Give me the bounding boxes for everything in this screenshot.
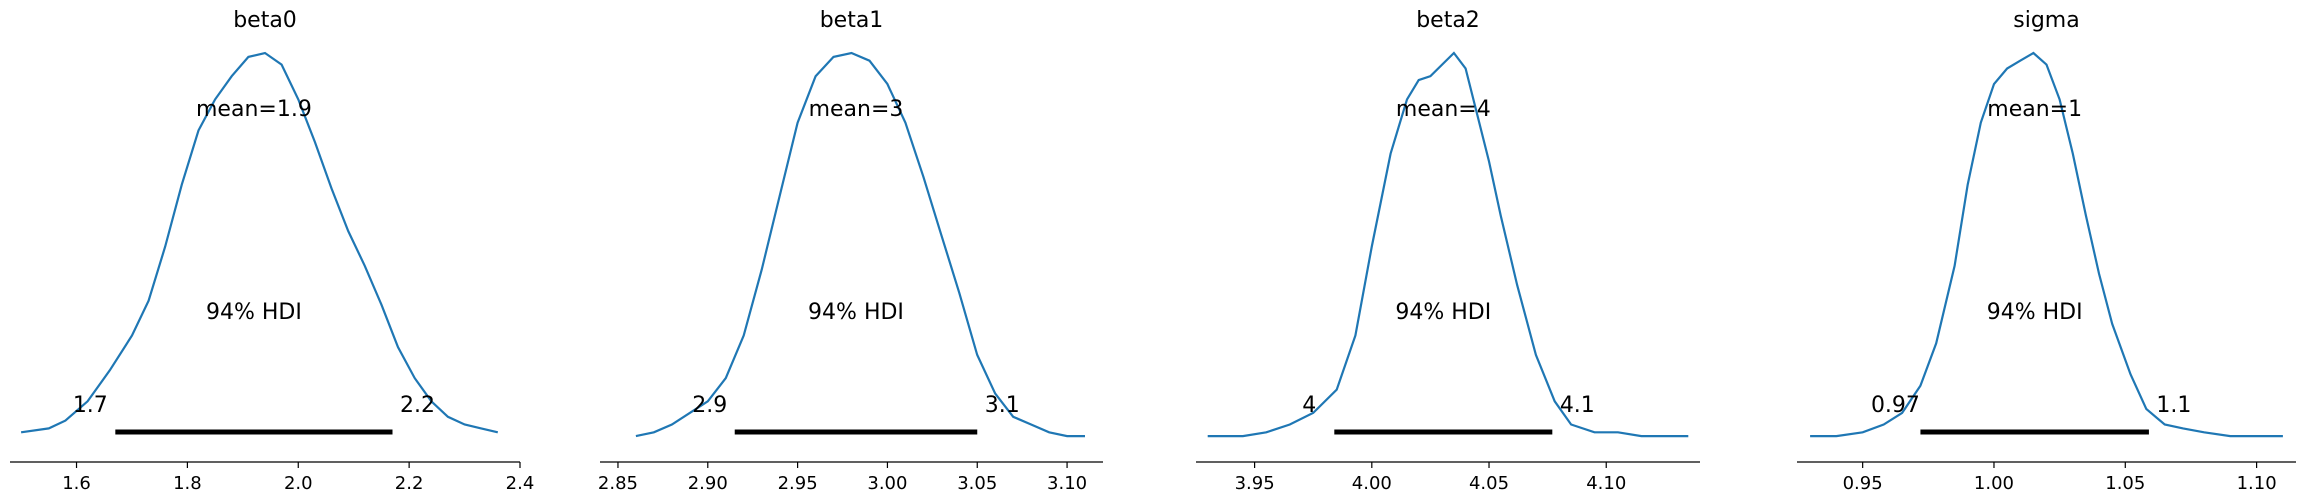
x-tick-label: 1.8 <box>173 473 202 494</box>
x-tick-label: 1.05 <box>2105 473 2145 494</box>
panel-title: sigma <box>2013 8 2079 33</box>
density-curve <box>635 51 1085 438</box>
x-tick-label: 1.00 <box>1974 473 2014 494</box>
panel-title: beta0 <box>233 8 297 33</box>
density-curve <box>1810 51 2283 438</box>
x-tick-label: 3.05 <box>957 473 997 494</box>
hdi-upper-label: 4.1 <box>1560 393 1595 418</box>
panel-sigma: sigma mean=1 94% HDI 0.97 1.1 0.95 1.00 1.05 1.1… <box>1797 8 2296 494</box>
x-tick-label: 1.10 <box>2237 473 2277 494</box>
panel-title: beta1 <box>820 8 884 33</box>
hdi-lower-label: 0.97 <box>1871 393 1920 418</box>
x-tick-label: 2.95 <box>778 473 818 494</box>
hdi-upper-label: 2.2 <box>400 393 435 418</box>
x-tick-label: 4.10 <box>1586 473 1626 494</box>
x-tick-label: 3.10 <box>1047 473 1087 494</box>
mean-label: mean=3 <box>809 97 904 122</box>
density-curve <box>1207 51 1689 438</box>
x-tick-label: 2.2 <box>395 473 424 494</box>
hdi-label: 94% HDI <box>808 300 904 325</box>
x-tick-label: 4.05 <box>1469 473 1509 494</box>
x-tick-label: 2.90 <box>688 473 728 494</box>
x-tick-label: 2.85 <box>598 473 638 494</box>
x-tick-label: 3.95 <box>1235 473 1275 494</box>
x-tick-label: 0.95 <box>1843 473 1883 494</box>
panel-beta2: beta2 mean=4 94% HDI 4 4.1 3.95 4.00 4.05 4.10 <box>1196 8 1700 494</box>
mean-label: mean=4 <box>1396 97 1491 122</box>
hdi-lower-label: 1.7 <box>73 393 108 418</box>
x-tick-label: 3.00 <box>867 473 907 494</box>
hdi-label: 94% HDI <box>206 300 302 325</box>
mean-label: mean=1 <box>1987 97 2082 122</box>
x-tick-label: 4.00 <box>1352 473 1392 494</box>
hdi-label: 94% HDI <box>1395 300 1491 325</box>
x-tick-label: 2.0 <box>284 473 313 494</box>
x-tick-label: 2.4 <box>506 473 535 494</box>
hdi-lower-label: 2.9 <box>692 393 727 418</box>
hdi-label: 94% HDI <box>1987 300 2083 325</box>
panel-title: beta2 <box>1416 8 1480 33</box>
panel-beta1: beta1 mean=3 94% HDI 2.9 3.1 2.85 2.90 2.95 3.00… <box>598 8 1103 494</box>
hdi-upper-label: 1.1 <box>2156 393 2191 418</box>
density-curve <box>20 51 499 434</box>
hdi-upper-label: 3.1 <box>985 393 1020 418</box>
hdi-lower-label: 4 <box>1302 393 1316 418</box>
mean-label: mean=1.9 <box>196 97 312 122</box>
panel-beta0: beta0 mean=1.9 94% HDI 1.7 2.2 1.6 1.8 2.0 2.2 2.… <box>10 8 534 494</box>
x-tick-label: 1.6 <box>62 473 91 494</box>
